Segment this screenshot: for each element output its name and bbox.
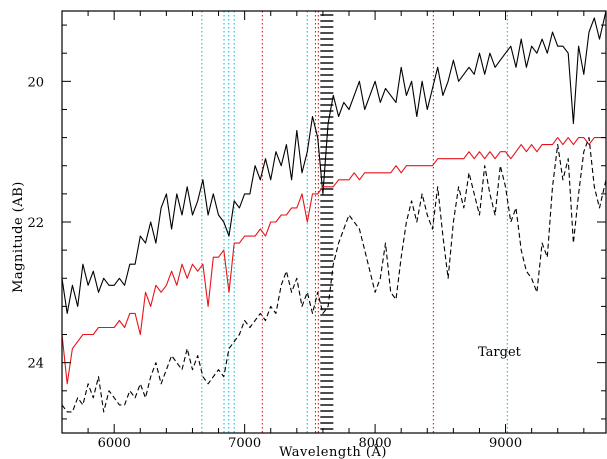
x-axis-title: Wavelength (Å) [279,444,387,459]
series-line-0 [61,10,607,314]
telluric-band [320,14,334,430]
x-tick-label-7000: 7000 [228,436,261,451]
x-tick-label-6000: 6000 [98,436,131,451]
y-axis-title: Magnitude (AB) [11,181,26,293]
target-annotation: Target [478,345,522,360]
series-line-2 [61,137,607,413]
y-axis: 20 22 24 [27,24,606,420]
series-line-1 [61,137,606,385]
series-layer [61,10,607,413]
x-axis: 6000 7000 8000 9000 [61,11,585,451]
plot-frame [61,10,607,434]
y-tick-label-24: 24 [27,357,44,372]
y-tick-label-22: 22 [27,216,44,231]
x-tick-label-8000: 8000 [359,436,392,451]
x-tick-label-9000: 9000 [489,436,522,451]
plot-frame-rect [61,10,607,434]
y-tick-label-20: 20 [27,75,44,90]
